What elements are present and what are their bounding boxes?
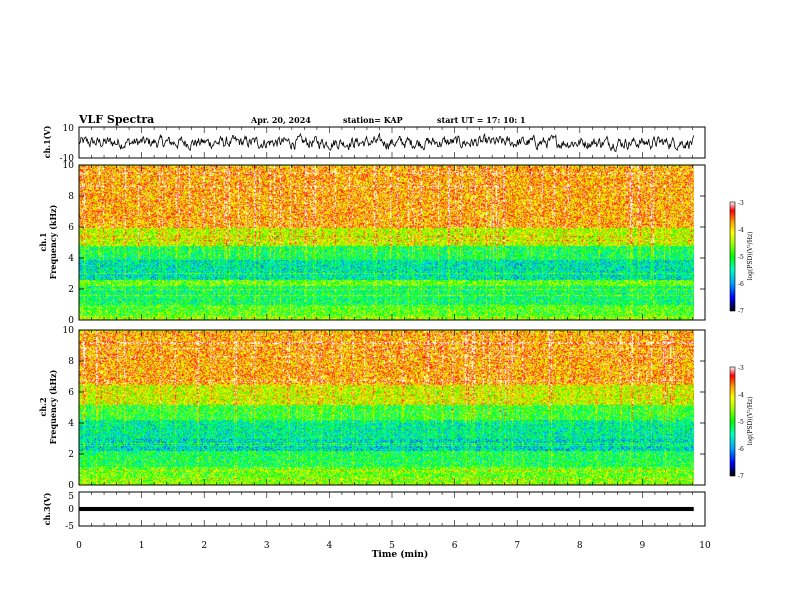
ch2-colorbar-tick-m7: -7 (738, 473, 744, 480)
ch1-colorbar-tick-m3: -3 (738, 200, 744, 207)
ch3-ytick-top: 5 (68, 492, 74, 502)
ch2-spectrogram-heatmap (79, 330, 694, 485)
ch1-spectrogram-ytick-0: 0 (68, 316, 74, 326)
ch1-waveform-line (78, 132, 695, 153)
header-date: Apr. 20, 2024 (250, 115, 311, 125)
ch1-colorbar-tick-m5: -5 (738, 254, 744, 261)
ch3-waveform-panel: 5 0 -5 ch.3(V) (42, 491, 706, 532)
ch2-colorbar-label: log(PSD)(V²/Hz) (747, 397, 754, 446)
time-axis: 0 1 2 3 4 5 6 7 8 9 10 (76, 541, 711, 551)
time-axis-tick-7: 7 (514, 541, 520, 551)
ch2-colorbar-tick-m4: -4 (738, 392, 744, 399)
ch1-spectrogram-ytick-4: 4 (68, 254, 74, 264)
time-axis-tick-9: 9 (640, 541, 646, 551)
time-axis-tick-3: 3 (264, 541, 270, 551)
ch3-ytick-bottom: -5 (65, 522, 74, 532)
ch1-spectrogram-ytick-10: 10 (63, 161, 75, 171)
ch1-spectrogram-ytick-8: 8 (68, 192, 74, 202)
time-axis-tick-1: 1 (139, 541, 145, 551)
ch1-colorbar-tick-m6: -6 (738, 281, 744, 288)
ch1-spectrogram-ylabel-frequency: Frequency (kHz) (48, 204, 58, 279)
header-start-time: start UT = 17: 10: 1 (437, 115, 526, 125)
ch1-colorbar: -3 -4 -5 -6 -7 log(PSD)(V²/Hz) (729, 200, 754, 315)
ch2-spectrogram-ytick-4: 4 (68, 419, 74, 429)
ch3-waveform-band (79, 506, 694, 512)
time-axis-tick-10: 10 (699, 541, 711, 551)
ch2-colorbar-tick-m5: -5 (738, 419, 744, 426)
ch2-spectrogram-ytick-2: 2 (68, 450, 74, 460)
ch3-waveform-ylabel: ch.3(V) (42, 492, 52, 525)
ch2-spectrogram-ylabel-frequency: Frequency (kHz) (48, 369, 58, 444)
figure-title: VLF Spectra (78, 113, 154, 126)
time-axis-tick-4: 4 (327, 541, 333, 551)
ch1-spectrogram-ytick-6: 6 (68, 223, 74, 233)
header-station: station= KAP (343, 115, 403, 125)
ch1-spectrogram-ylabel-channel: ch.1 (38, 232, 48, 251)
ch2-spectrogram-ytick-0: 0 (68, 481, 74, 491)
ch2-spectrogram-ylabel-channel: ch.2 (38, 397, 48, 416)
ch1-waveform-ylabel: ch.1(V) (42, 125, 52, 158)
ch2-colorbar-tick-m6: -6 (738, 446, 744, 453)
ch1-colorbar-tick-m7: -7 (738, 308, 744, 315)
time-axis-label: Time (min) (372, 549, 429, 560)
ch3-ytick-mid: 0 (68, 505, 74, 515)
ch1-colorbar-tick-m4: -4 (738, 227, 744, 234)
ch1-ytick-top: 10 (63, 124, 75, 134)
time-axis-tick-8: 8 (577, 541, 583, 551)
ch1-spectrogram-heatmap (79, 165, 694, 320)
time-axis-tick-6: 6 (452, 541, 458, 551)
time-axis-tick-0: 0 (76, 541, 82, 551)
ch2-colorbar-scale (729, 366, 736, 477)
ch1-spectrogram-panel: 0 2 4 6 8 10 ch.1 Frequency (kHz) (38, 161, 706, 326)
time-axis-tick-2: 2 (201, 541, 207, 551)
ch1-ytick-bottom: -10 (60, 154, 75, 164)
ch2-spectrogram-ytick-8: 8 (68, 357, 74, 367)
ch1-waveform-panel: 10 -10 ch.1(V) (42, 124, 706, 164)
ch2-spectrogram-panel: 0 2 4 6 8 10 ch.2 Frequency (kHz) (38, 326, 706, 491)
ch2-spectrogram-ytick-6: 6 (68, 388, 74, 398)
time-axis-tick-5: 5 (389, 541, 395, 551)
ch1-colorbar-scale (729, 201, 736, 312)
ch2-colorbar: -3 -4 -5 -6 -7 log(PSD)(V²/Hz) (729, 365, 754, 480)
ch1-colorbar-label: log(PSD)(V²/Hz) (747, 232, 754, 281)
ch2-spectrogram-ytick-10: 10 (63, 326, 75, 336)
ch1-spectrogram-ytick-2: 2 (68, 285, 74, 295)
ch2-colorbar-tick-m3: -3 (738, 365, 744, 372)
